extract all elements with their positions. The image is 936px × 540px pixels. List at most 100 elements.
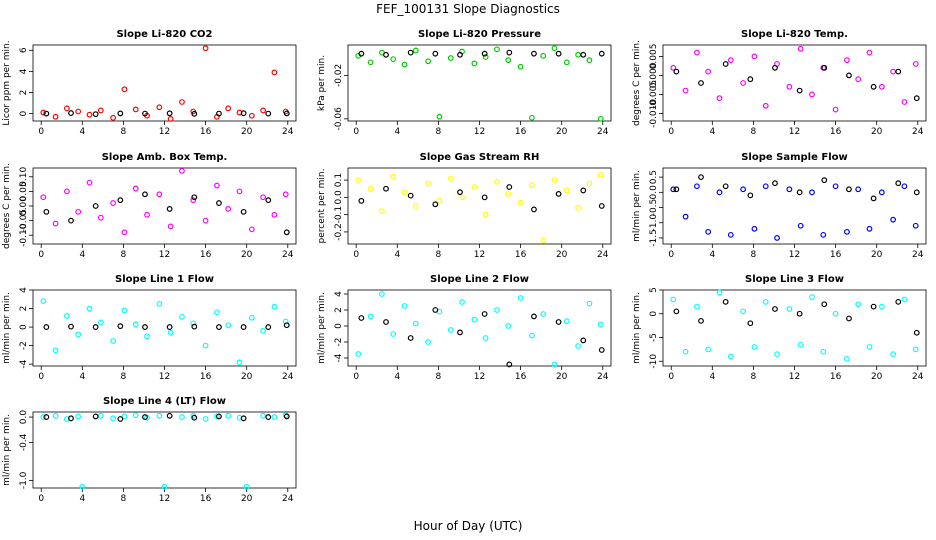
data-point xyxy=(191,414,198,421)
data-point xyxy=(436,113,443,120)
data-point xyxy=(167,223,174,230)
data-point xyxy=(92,111,99,118)
data-point xyxy=(355,177,362,183)
data-point xyxy=(471,60,478,67)
y-tick-label: -0.005 xyxy=(649,80,659,109)
data-point xyxy=(271,69,278,76)
y-tick-label: -0.4 xyxy=(19,433,29,451)
data-point xyxy=(575,204,582,211)
data-point xyxy=(216,200,222,206)
data-point xyxy=(117,416,124,422)
data-point xyxy=(494,46,500,53)
x-tick-label: 4 xyxy=(709,127,715,137)
data-point xyxy=(142,414,148,420)
data-point xyxy=(156,412,163,419)
data-point xyxy=(144,211,150,218)
y-tick-label: -2 xyxy=(334,338,344,347)
data-point xyxy=(705,228,712,235)
y-tick-label: -0.010 xyxy=(649,99,659,128)
y-tick-label: 0.0 xyxy=(649,185,659,200)
data-point xyxy=(97,107,104,114)
data-point xyxy=(97,319,104,326)
data-point xyxy=(528,332,535,339)
data-point xyxy=(117,197,124,204)
x-tick-label: 24 xyxy=(597,127,609,137)
x-tick-label: 20 xyxy=(556,127,568,137)
data-point xyxy=(505,323,512,329)
data-point xyxy=(52,220,59,227)
data-point xyxy=(586,300,593,307)
data-point xyxy=(820,231,827,238)
data-point xyxy=(117,110,124,117)
data-point xyxy=(260,412,267,419)
data-point xyxy=(367,313,374,320)
data-point xyxy=(213,182,220,189)
data-point xyxy=(383,185,389,192)
data-point xyxy=(494,307,500,313)
data-point xyxy=(716,95,723,102)
y-tick-label: 2 xyxy=(19,306,29,312)
data-point xyxy=(747,76,754,83)
data-point xyxy=(673,186,680,193)
data-point xyxy=(551,361,558,368)
data-point xyxy=(447,175,454,182)
data-point xyxy=(282,412,289,419)
y-tick-label: -0.05 xyxy=(19,209,29,232)
data-point xyxy=(75,208,82,215)
data-point xyxy=(179,414,185,420)
x-tick-label: 8 xyxy=(121,372,127,382)
x-tick-label: 0 xyxy=(353,372,359,382)
data-point xyxy=(531,313,537,320)
y-tick-label: 2 xyxy=(334,307,344,313)
x-tick-label: 0 xyxy=(38,494,44,504)
y-tick-label: 4 xyxy=(334,291,344,297)
x-tick-label: 0 xyxy=(353,127,359,137)
data-point xyxy=(846,186,852,193)
data-point xyxy=(412,47,419,54)
data-point xyxy=(166,110,173,117)
data-point xyxy=(225,412,232,419)
plot-frame xyxy=(347,289,612,367)
data-point xyxy=(843,57,850,64)
data-point xyxy=(796,87,803,94)
data-point xyxy=(912,61,919,67)
data-point xyxy=(68,217,74,224)
y-tick-label: -1.0 xyxy=(19,471,29,489)
x-tick-label: 20 xyxy=(241,250,253,260)
data-point xyxy=(809,189,815,196)
data-point xyxy=(68,110,74,116)
y-tick-label: -0.02 xyxy=(334,64,344,87)
data-point xyxy=(52,412,59,419)
x-tick-label: 24 xyxy=(912,250,924,260)
data-point xyxy=(161,483,168,490)
x-tick-label: 20 xyxy=(871,127,883,137)
data-point xyxy=(283,229,290,236)
plot-frame xyxy=(32,411,297,489)
data-point xyxy=(225,322,232,329)
data-point xyxy=(481,311,488,317)
data-point xyxy=(705,346,712,353)
data-point xyxy=(580,337,587,344)
data-point xyxy=(243,483,250,490)
data-point xyxy=(540,311,547,317)
data-point xyxy=(282,318,289,325)
data-point xyxy=(43,324,50,330)
data-point xyxy=(425,58,432,65)
data-point xyxy=(747,192,754,199)
data-point xyxy=(528,114,535,121)
data-point xyxy=(240,208,247,215)
data-point xyxy=(191,110,198,117)
data-point xyxy=(92,203,99,209)
data-point xyxy=(698,80,704,86)
data-point xyxy=(92,413,99,420)
x-tick-label: 20 xyxy=(241,127,253,137)
data-point xyxy=(597,321,604,328)
x-tick-label: 12 xyxy=(474,127,485,137)
x-tick-label: 24 xyxy=(282,494,294,504)
data-point xyxy=(132,412,139,419)
y-axis-label: percent per min. xyxy=(317,169,327,244)
data-point xyxy=(248,314,255,321)
data-point xyxy=(236,188,243,195)
data-point xyxy=(86,111,93,118)
